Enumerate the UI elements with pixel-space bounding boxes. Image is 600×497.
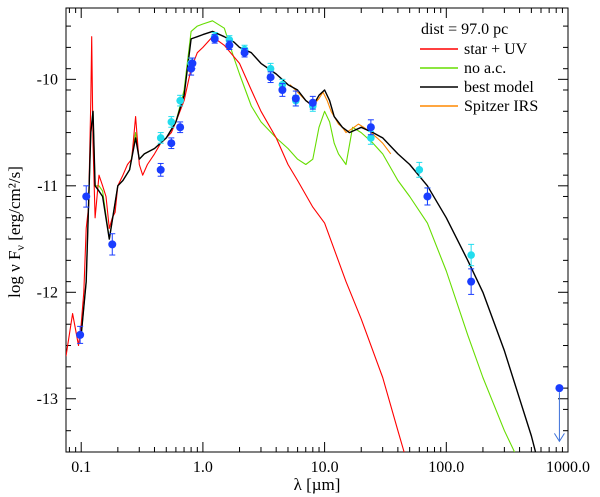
y-tick-label: -13 [37,391,58,408]
annotation-distance: dist = 97.0 pc [421,21,508,38]
photometry-point-blue [266,73,275,82]
legend-label: no a.c. [464,60,506,77]
photometry-point-blue [167,139,176,148]
photometry-point-blue [240,48,249,57]
photometry-point-cyan [176,96,184,105]
photometry-point-blue [366,123,375,132]
x-tick-label: 100.0 [428,459,464,476]
photometry-point-blue [225,41,234,50]
y-tick-label: -11 [37,178,58,195]
photometry-point-cyan [167,118,176,126]
y-axis-label-main: log ν F [5,250,24,297]
photometry-point-blue [156,165,165,174]
series-line-star-uv [66,36,405,452]
photometry-point-blue [423,192,432,201]
photometry-point-blue [76,330,85,339]
x-tick-label: 1.0 [193,459,213,476]
y-axis-label-sub: ν [13,244,27,250]
x-axis-label: λ [µm] [294,475,341,494]
y-tick-label: -12 [37,284,58,301]
plot-frame [65,7,569,453]
photometry-point-cyan [156,134,165,142]
photometry-point-blue [82,192,91,201]
series-line-best-model [80,30,537,452]
series-line-spitzer-irs [289,84,392,155]
photometry-point-blue [308,98,317,107]
axis-ticks [66,8,569,453]
photometry-point-blue [210,34,219,43]
x-tick-label: 10.0 [311,459,339,476]
photometry-point-blue [555,384,564,393]
legend: star + UV no a.c. best model Spitzer IRS [420,41,538,115]
photometry-point-blue [278,85,287,94]
legend-label: Spitzer IRS [464,98,538,115]
legend-label: star + UV [464,41,528,58]
y-axis-label: log ν Fν [erg/cm²/s] [5,166,27,298]
photometry-point-blue [467,277,476,286]
photometry-point-blue [291,94,300,103]
photometry-point-cyan [415,166,424,174]
legend-label: best model [464,79,534,96]
y-tick-label: -10 [37,71,58,88]
x-tick-label: 1000.0 [546,459,590,476]
photometry-point-blue [176,123,185,132]
photometry-layer [76,31,565,443]
photometry-point-blue [108,240,117,249]
upper-limit-arrowhead [553,433,565,443]
photometry-point-cyan [367,134,375,142]
photometry-point-blue [188,59,197,68]
photometry-point-cyan [266,64,275,73]
x-tick-label: 0.1 [71,459,91,476]
x-tick-labels: 0.1 1.0 10.0 100.0 1000.0 [71,459,590,476]
photometry-point-cyan [467,251,475,259]
y-axis-label-units: [erg/cm²/s] [5,166,24,245]
y-tick-labels: -10 -11 -12 -13 [37,71,58,407]
